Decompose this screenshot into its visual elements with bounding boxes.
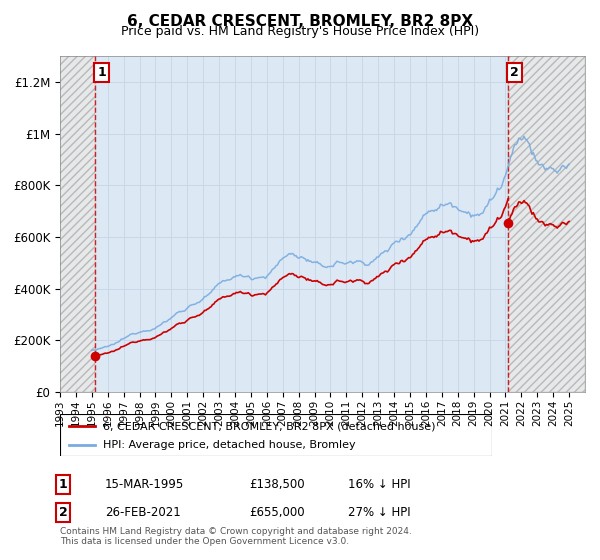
Text: HPI: Average price, detached house, Bromley: HPI: Average price, detached house, Brom… <box>103 440 356 450</box>
Text: £138,500: £138,500 <box>249 478 305 491</box>
Text: 27% ↓ HPI: 27% ↓ HPI <box>348 506 410 519</box>
Text: £655,000: £655,000 <box>249 506 305 519</box>
Text: 6, CEDAR CRESCENT, BROMLEY, BR2 8PX (detached house): 6, CEDAR CRESCENT, BROMLEY, BR2 8PX (det… <box>103 421 436 431</box>
Text: 6, CEDAR CRESCENT, BROMLEY, BR2 8PX: 6, CEDAR CRESCENT, BROMLEY, BR2 8PX <box>127 14 473 29</box>
Text: Price paid vs. HM Land Registry's House Price Index (HPI): Price paid vs. HM Land Registry's House … <box>121 25 479 38</box>
Bar <box>60 56 95 392</box>
Text: Contains HM Land Registry data © Crown copyright and database right 2024.
This d: Contains HM Land Registry data © Crown c… <box>60 526 412 546</box>
Bar <box>508 56 585 392</box>
Text: 2: 2 <box>510 66 519 80</box>
Text: 16% ↓ HPI: 16% ↓ HPI <box>348 478 410 491</box>
Text: 26-FEB-2021: 26-FEB-2021 <box>105 506 181 519</box>
Text: 1: 1 <box>98 66 106 80</box>
Text: 1: 1 <box>59 478 67 491</box>
Text: 2: 2 <box>59 506 67 519</box>
Text: 15-MAR-1995: 15-MAR-1995 <box>105 478 184 491</box>
